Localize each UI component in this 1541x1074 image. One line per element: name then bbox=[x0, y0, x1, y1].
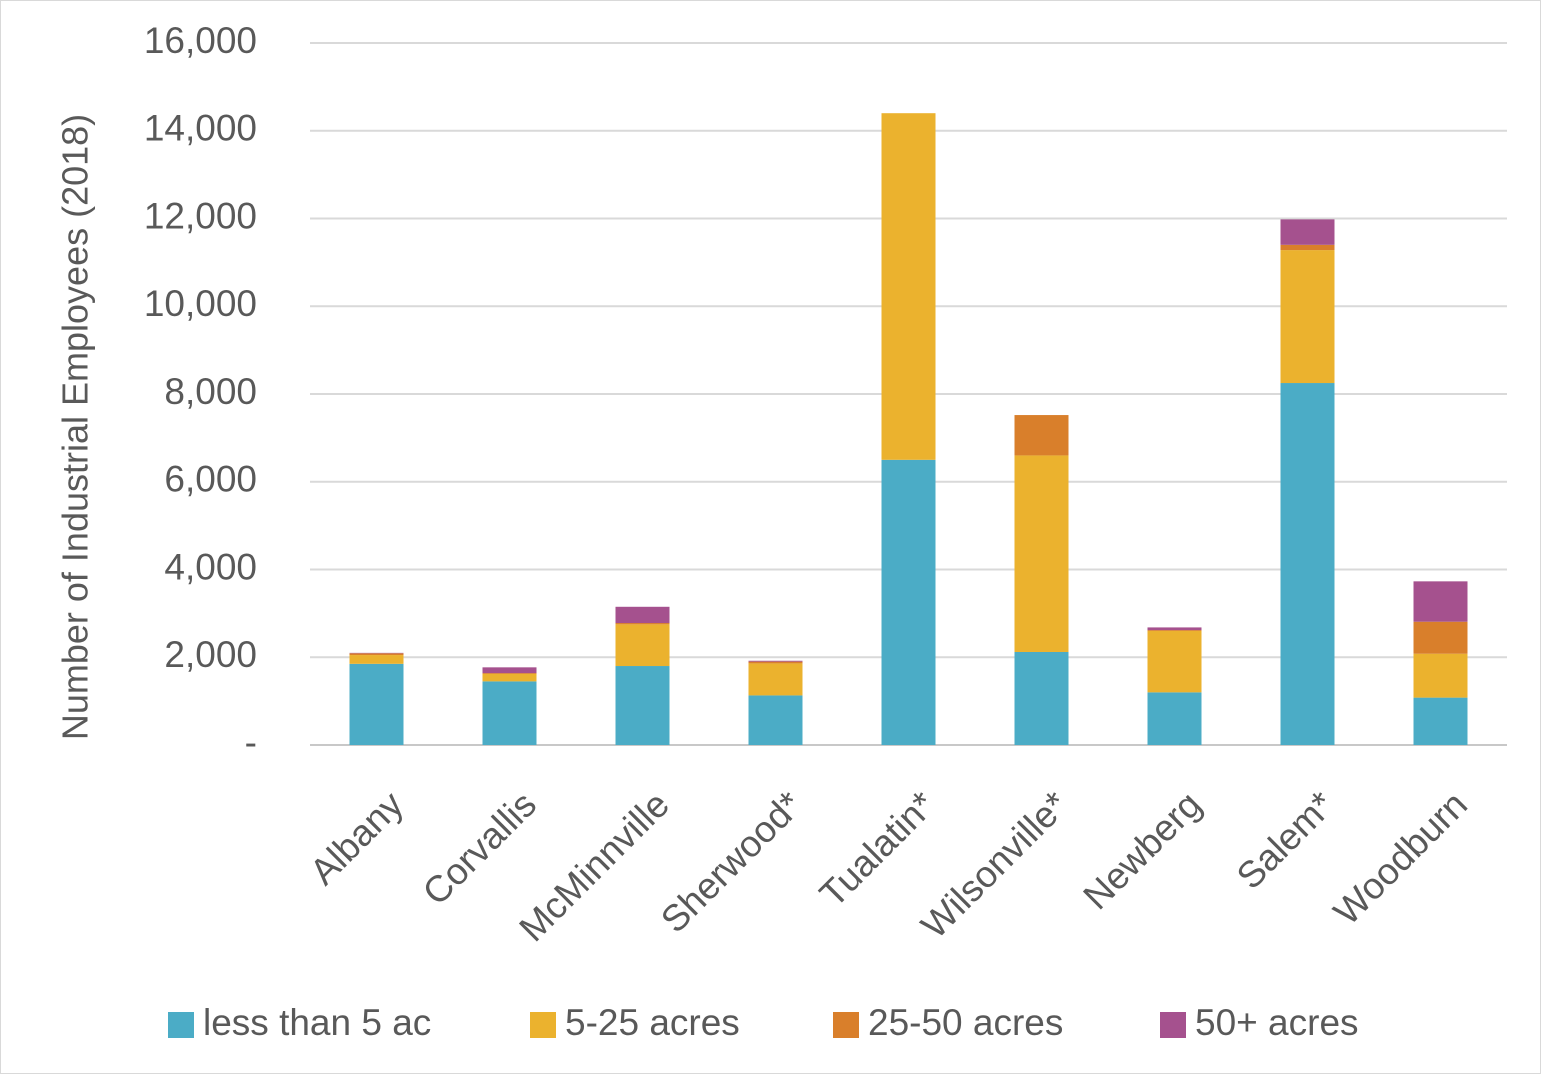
bar-segment bbox=[1148, 630, 1202, 631]
bar-segment bbox=[1015, 415, 1069, 455]
bar-segment bbox=[616, 607, 670, 623]
x-category-label: Tualatin* bbox=[812, 784, 943, 915]
bar-segment bbox=[1148, 627, 1202, 630]
bar-segment bbox=[1148, 631, 1202, 692]
y-tick-label: 6,000 bbox=[164, 459, 257, 500]
bar-segment bbox=[616, 624, 670, 666]
y-axis-title: Number of Industrial Employees (2018) bbox=[55, 114, 96, 740]
bar-segment bbox=[749, 661, 803, 662]
legend-label: less than 5 ac bbox=[203, 1002, 431, 1043]
bar-segment bbox=[483, 673, 537, 674]
bar-segment bbox=[882, 460, 936, 745]
bar-segment bbox=[1015, 455, 1069, 652]
y-tick-label: 14,000 bbox=[144, 108, 257, 149]
bar-segment bbox=[350, 664, 404, 745]
bar-segment bbox=[1148, 692, 1202, 745]
bars bbox=[350, 113, 1468, 745]
bar-segment bbox=[483, 681, 537, 745]
x-category-label: Woodburn bbox=[1326, 784, 1475, 933]
y-tick-label: 10,000 bbox=[144, 283, 257, 324]
legend-swatch bbox=[1160, 1012, 1186, 1038]
bar-segment bbox=[1414, 654, 1468, 698]
legend-swatch bbox=[530, 1012, 556, 1038]
bar-segment bbox=[749, 695, 803, 745]
bar-segment bbox=[1414, 581, 1468, 621]
x-category-label: Newberg bbox=[1075, 784, 1209, 918]
bar-segment bbox=[1414, 622, 1468, 654]
bar-segment bbox=[1281, 245, 1335, 250]
bar-segment bbox=[1015, 652, 1069, 745]
bar-segment bbox=[1281, 250, 1335, 383]
bar-segment bbox=[483, 667, 537, 673]
bar-segment bbox=[616, 666, 670, 745]
y-tick-label: 12,000 bbox=[144, 195, 257, 236]
bar-segment bbox=[749, 662, 803, 664]
bar-segment bbox=[1414, 698, 1468, 745]
y-tick-label: 2,000 bbox=[164, 634, 257, 675]
bar-segment bbox=[350, 653, 404, 655]
x-category-label: Salem* bbox=[1229, 784, 1342, 897]
bar-segment bbox=[616, 623, 670, 624]
y-tick-label: 8,000 bbox=[164, 371, 257, 412]
legend-swatch bbox=[168, 1012, 194, 1038]
y-tick-label: 16,000 bbox=[144, 20, 257, 61]
y-axis-tick-labels: - 2,000 4,000 6,000 8,000 10,000 12,000 14,000 1… bbox=[144, 20, 257, 763]
legend-label: 5-25 acres bbox=[565, 1002, 740, 1043]
legend-label: 50+ acres bbox=[1195, 1002, 1359, 1043]
x-category-label: Sherwood* bbox=[653, 784, 810, 941]
legend: less than 5 ac 5-25 acres 25-50 acres 50+ a… bbox=[168, 1002, 1359, 1043]
bar-segment bbox=[350, 655, 404, 664]
bar-segment bbox=[1281, 383, 1335, 745]
x-category-label: Corvallis bbox=[415, 784, 544, 913]
bar-segment bbox=[483, 674, 537, 681]
legend-label: 25-50 acres bbox=[868, 1002, 1063, 1043]
y-tick-label: 4,000 bbox=[164, 546, 257, 587]
y-tick-label: - bbox=[245, 722, 257, 763]
bar-segment bbox=[882, 113, 936, 460]
x-category-label: Albany bbox=[302, 783, 411, 892]
bar-segment bbox=[749, 663, 803, 695]
bar-segment bbox=[1281, 219, 1335, 244]
legend-swatch bbox=[833, 1012, 859, 1038]
